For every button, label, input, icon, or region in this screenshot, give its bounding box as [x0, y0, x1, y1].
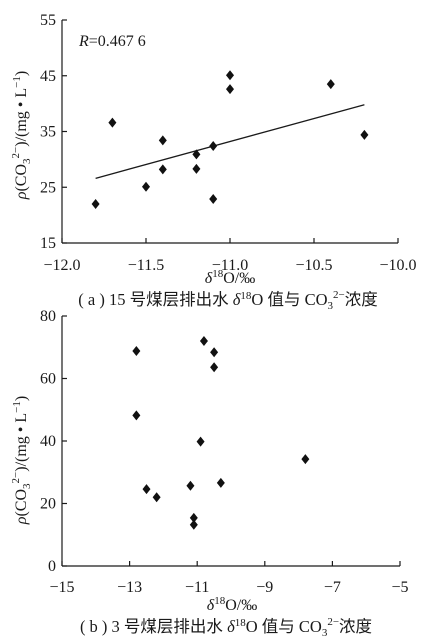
data-point	[217, 478, 225, 488]
x-tick-label: −12.0	[43, 257, 80, 274]
correlation-annotation: R=0.467 6	[78, 33, 146, 50]
data-point	[132, 346, 140, 356]
x-axis-label: δ18O/‰	[205, 268, 255, 287]
y-tick-label: 25	[40, 179, 56, 196]
x-tick-label: −9	[256, 579, 273, 596]
y-tick-label: 45	[40, 68, 56, 85]
x-tick-label: −10.0	[379, 257, 416, 274]
y-tick-label: 60	[40, 371, 56, 388]
data-point	[108, 118, 116, 128]
data-point	[192, 164, 200, 174]
data-point	[226, 70, 234, 80]
x-axis-label: δ18O/‰	[207, 595, 257, 614]
data-point	[132, 410, 140, 420]
y-tick-label: 55	[40, 12, 56, 29]
x-tick-label: −11	[185, 579, 209, 596]
data-point	[210, 362, 218, 372]
x-tick-label: −13	[117, 579, 142, 596]
y-tick-label: 15	[40, 235, 56, 252]
y-tick-label: 0	[48, 558, 56, 575]
data-point	[200, 336, 208, 346]
data-point	[327, 79, 335, 89]
y-axis-label-text: ρ(CO32−)/(mg • L−1)	[10, 396, 33, 525]
data-point	[190, 520, 198, 530]
y-axis-label: ρ(CO32−)/(mg • L−1)	[10, 396, 33, 525]
x-tick-label: −10.5	[295, 257, 332, 274]
data-point	[159, 135, 167, 145]
chart-panel-b: ρ(CO32−)/(mg • L−1) 0 20 40 60 80 −15 −13 −11 −…	[10, 308, 409, 639]
y-axis-label-text: ρ(CO32−)/(mg • L−1)	[10, 71, 33, 200]
caption-b: ( b ) 3 号煤层排出水 δ18O 值与 CO32−浓度	[80, 616, 372, 639]
data-point	[209, 141, 217, 151]
data-points	[132, 336, 309, 530]
data-point	[159, 164, 167, 174]
y-ticks: 0 20 40 60 80	[40, 308, 67, 575]
y-ticks: 15 25 35 45 55	[40, 12, 67, 252]
trend-line	[96, 105, 365, 179]
data-point	[153, 492, 161, 502]
x-tick-label: −15	[49, 579, 74, 596]
data-point	[210, 347, 218, 357]
data-point	[360, 130, 368, 140]
y-tick-label: 20	[40, 496, 56, 513]
y-tick-label: 35	[40, 124, 56, 141]
y-axis-label: ρ(CO32−)/(mg • L−1)	[10, 71, 33, 200]
x-tick-label: −5	[391, 579, 408, 596]
chart-panel-a: ρ(CO32−)/(mg • L−1) 15 25 35 45 55 −12.0 −11.…	[10, 12, 417, 312]
x-tick-label: −11.5	[128, 257, 164, 274]
data-point	[142, 182, 150, 192]
data-point	[226, 84, 234, 94]
x-tick-label: −7	[324, 579, 341, 596]
data-point	[209, 194, 217, 204]
data-point	[143, 484, 151, 494]
data-point	[197, 437, 205, 447]
y-tick-label: 80	[40, 308, 56, 325]
data-points	[92, 70, 369, 209]
y-tick-label: 40	[40, 433, 56, 450]
data-point	[301, 454, 309, 464]
caption-a: ( a ) 15 号煤层排出水 δ18O 值与 CO32−浓度	[78, 289, 377, 312]
data-point	[186, 481, 194, 491]
data-point	[92, 199, 100, 209]
